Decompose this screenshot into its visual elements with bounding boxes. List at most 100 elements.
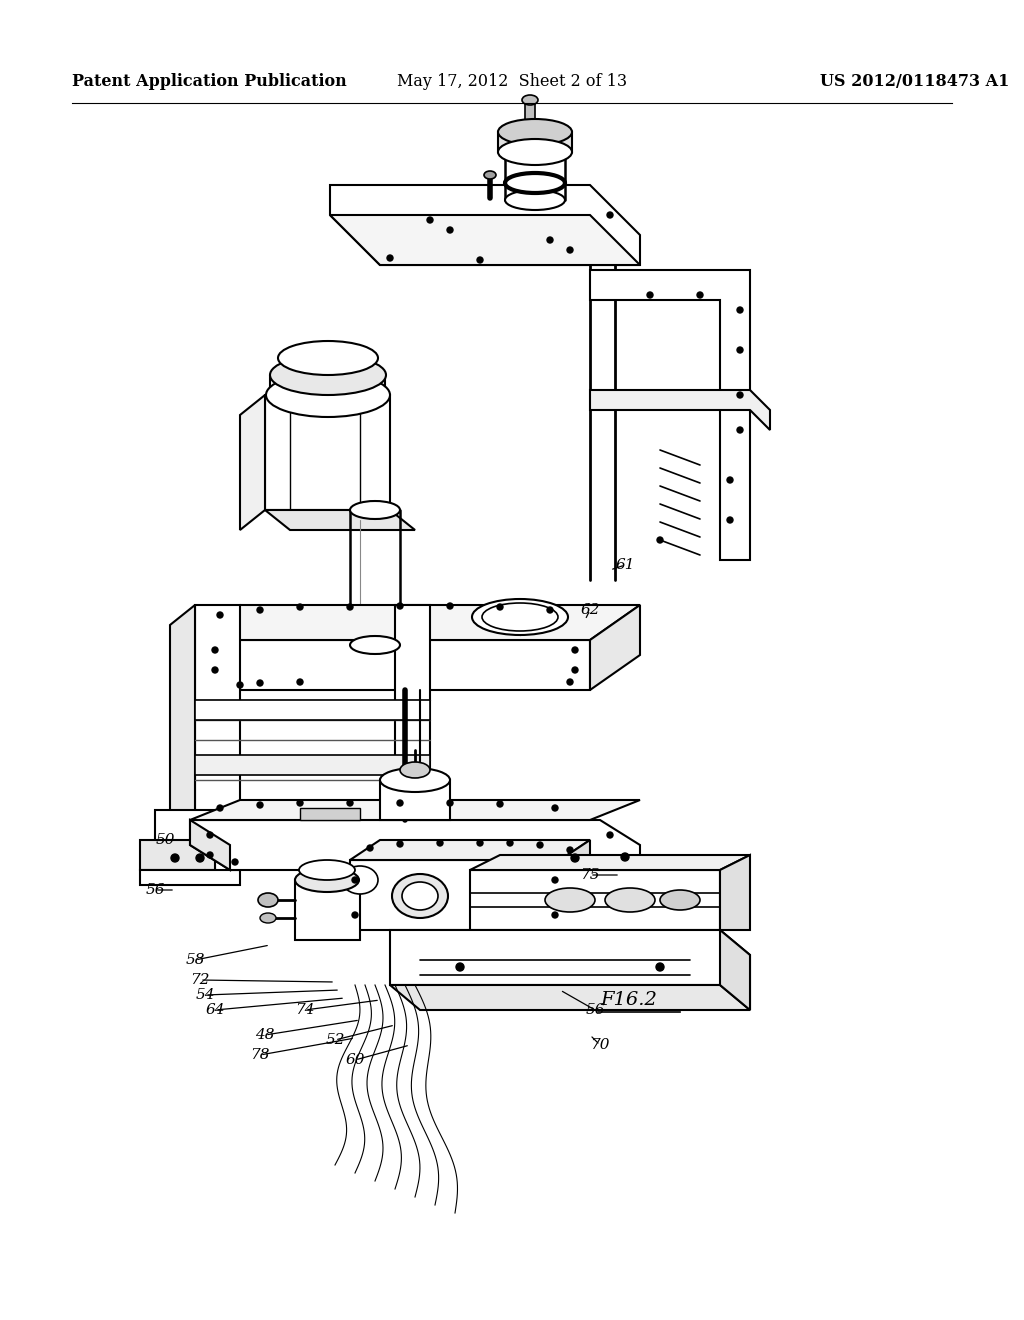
Circle shape xyxy=(171,854,179,862)
Circle shape xyxy=(607,213,613,218)
Text: 60: 60 xyxy=(345,1053,365,1067)
Circle shape xyxy=(552,912,558,917)
Circle shape xyxy=(657,537,663,543)
Text: 56: 56 xyxy=(586,1003,605,1016)
Circle shape xyxy=(697,292,703,298)
Text: 74: 74 xyxy=(295,1003,314,1016)
Circle shape xyxy=(447,800,453,807)
Circle shape xyxy=(647,292,653,298)
Text: 54: 54 xyxy=(196,987,215,1002)
Polygon shape xyxy=(350,840,590,861)
Ellipse shape xyxy=(258,894,278,907)
Polygon shape xyxy=(190,605,640,640)
Ellipse shape xyxy=(400,762,430,777)
Circle shape xyxy=(727,477,733,483)
Circle shape xyxy=(217,805,223,810)
Circle shape xyxy=(456,964,464,972)
Circle shape xyxy=(257,680,263,686)
Circle shape xyxy=(217,612,223,618)
Polygon shape xyxy=(155,810,215,870)
Text: 72: 72 xyxy=(190,973,210,987)
Circle shape xyxy=(212,647,218,653)
Circle shape xyxy=(447,603,453,609)
Circle shape xyxy=(552,805,558,810)
Circle shape xyxy=(367,845,373,851)
Circle shape xyxy=(737,347,743,352)
Circle shape xyxy=(552,876,558,883)
Circle shape xyxy=(352,876,358,883)
Polygon shape xyxy=(590,271,750,560)
Text: 52: 52 xyxy=(326,1034,345,1047)
Circle shape xyxy=(537,842,543,847)
Polygon shape xyxy=(395,605,430,830)
Text: 50: 50 xyxy=(156,833,175,847)
Polygon shape xyxy=(498,132,572,152)
Polygon shape xyxy=(265,395,390,510)
Ellipse shape xyxy=(505,173,565,193)
Circle shape xyxy=(567,847,573,853)
Circle shape xyxy=(297,800,303,807)
Circle shape xyxy=(232,859,238,865)
Polygon shape xyxy=(170,605,195,850)
Ellipse shape xyxy=(350,502,400,519)
Circle shape xyxy=(477,257,483,263)
Polygon shape xyxy=(195,605,240,830)
Ellipse shape xyxy=(498,139,572,165)
Ellipse shape xyxy=(260,913,276,923)
Text: 61: 61 xyxy=(615,558,635,572)
Polygon shape xyxy=(470,855,750,870)
Ellipse shape xyxy=(299,861,355,880)
Ellipse shape xyxy=(295,869,359,892)
Circle shape xyxy=(572,647,578,653)
Polygon shape xyxy=(560,840,590,931)
Circle shape xyxy=(656,964,664,972)
Ellipse shape xyxy=(402,882,438,909)
Polygon shape xyxy=(190,820,640,870)
Circle shape xyxy=(196,854,204,862)
Circle shape xyxy=(297,678,303,685)
Ellipse shape xyxy=(522,95,538,106)
Polygon shape xyxy=(330,185,640,265)
Polygon shape xyxy=(590,605,640,690)
Ellipse shape xyxy=(312,873,332,888)
Circle shape xyxy=(237,682,243,688)
Circle shape xyxy=(571,854,579,862)
Ellipse shape xyxy=(472,599,568,635)
Text: 62: 62 xyxy=(581,603,600,616)
Text: 48: 48 xyxy=(255,1028,274,1041)
Polygon shape xyxy=(720,931,750,1010)
Text: 64: 64 xyxy=(205,1003,224,1016)
Circle shape xyxy=(727,517,733,523)
Polygon shape xyxy=(240,395,265,531)
Ellipse shape xyxy=(545,888,595,912)
Circle shape xyxy=(397,603,403,609)
Text: F16.2: F16.2 xyxy=(600,991,656,1008)
Text: US 2012/0118473 A1: US 2012/0118473 A1 xyxy=(820,73,1010,90)
Polygon shape xyxy=(300,808,360,820)
Text: 70: 70 xyxy=(590,1038,609,1052)
Circle shape xyxy=(567,247,573,253)
Ellipse shape xyxy=(342,866,378,894)
Circle shape xyxy=(212,667,218,673)
Ellipse shape xyxy=(605,888,655,912)
Circle shape xyxy=(607,832,613,838)
Circle shape xyxy=(352,912,358,917)
Text: May 17, 2012  Sheet 2 of 13: May 17, 2012 Sheet 2 of 13 xyxy=(397,73,627,90)
Ellipse shape xyxy=(350,636,400,653)
Polygon shape xyxy=(195,755,430,775)
Polygon shape xyxy=(140,840,215,870)
Circle shape xyxy=(397,800,403,807)
Text: 75: 75 xyxy=(581,869,600,882)
Polygon shape xyxy=(390,931,750,1010)
Circle shape xyxy=(547,607,553,612)
Circle shape xyxy=(477,840,483,846)
Circle shape xyxy=(567,678,573,685)
Polygon shape xyxy=(195,700,430,719)
Polygon shape xyxy=(590,389,770,430)
Polygon shape xyxy=(265,510,415,531)
Polygon shape xyxy=(330,215,640,265)
Polygon shape xyxy=(720,855,750,931)
Circle shape xyxy=(547,238,553,243)
Circle shape xyxy=(497,605,503,610)
Ellipse shape xyxy=(380,768,450,792)
